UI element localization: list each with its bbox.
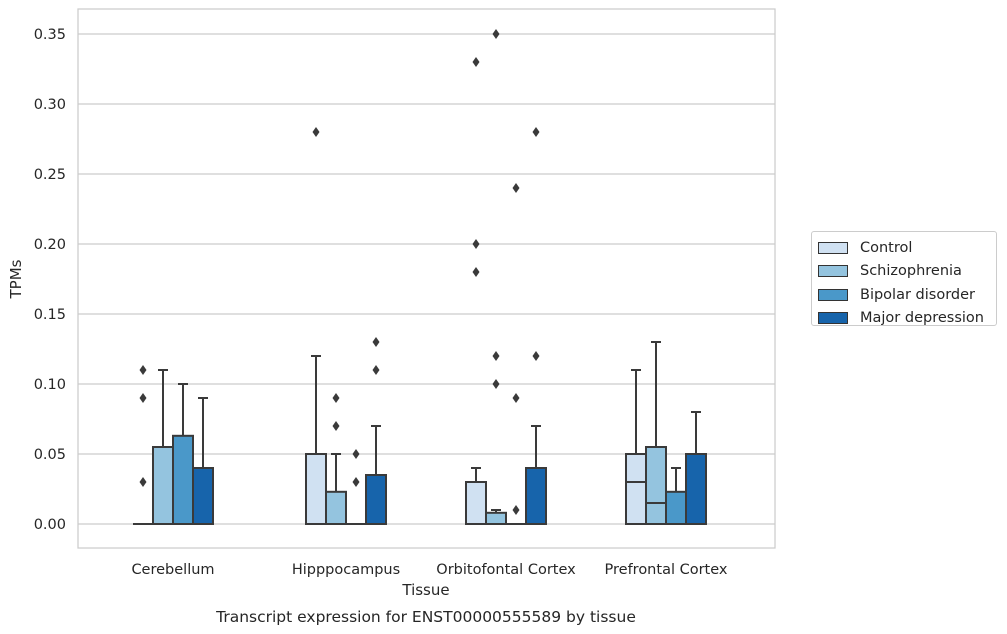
box-iqr — [465, 481, 487, 525]
y-tick-label: 0.30 — [34, 97, 66, 113]
outlier-point — [312, 127, 320, 137]
y-tick-label: 0.15 — [34, 307, 66, 323]
gridlines — [78, 33, 775, 525]
box-iqr — [305, 453, 327, 525]
box-iqr — [625, 453, 647, 525]
legend-label-schizophrenia: Schizophrenia — [860, 263, 962, 280]
x-tick-label: Hipppocampus — [292, 562, 400, 578]
outlier-point — [492, 351, 500, 361]
outlier-point — [332, 393, 340, 403]
outlier-point — [332, 421, 340, 431]
legend: Control Schizophrenia Bipolar disorder M… — [811, 231, 997, 326]
box-iqr — [665, 490, 687, 525]
box-bipolar-disorder — [506, 183, 526, 525]
outlier-point — [492, 29, 500, 39]
box-major-depression — [685, 411, 707, 525]
box-control — [465, 57, 487, 525]
box-major-depression — [365, 337, 387, 525]
legend-swatch-major-depression — [818, 312, 848, 325]
box-control — [305, 127, 327, 525]
x-tick-label: Prefrontal Cortex — [605, 562, 728, 578]
legend-label-control: Control — [860, 239, 913, 256]
box-schizophrenia — [152, 369, 174, 525]
plot-area-frame — [77, 8, 776, 549]
box-iqr — [645, 446, 667, 525]
y-tick-label: 0.00 — [34, 517, 66, 533]
y-tick-label: 0.20 — [34, 237, 66, 253]
box-iqr — [325, 490, 347, 525]
legend-swatch-bipolar-disorder — [818, 288, 848, 301]
legend-item-control: Control — [818, 236, 996, 260]
outlier-point — [139, 365, 147, 375]
y-tick-label: 0.35 — [34, 27, 66, 43]
y-axis-label: TPMs — [7, 259, 25, 299]
legend-item-bipolar-disorder: Bipolar disorder — [818, 283, 996, 307]
outlier-point — [472, 57, 480, 67]
y-tick-label: 0.10 — [34, 377, 66, 393]
outlier-point — [352, 477, 360, 487]
outlier-point — [532, 351, 540, 361]
legend-item-schizophrenia: Schizophrenia — [818, 260, 996, 284]
y-tick-label: 0.05 — [34, 447, 66, 463]
box-bipolar-disorder — [172, 383, 194, 525]
chart-caption: Transcript expression for ENST0000055558… — [215, 608, 636, 626]
x-axis-label: Tissue — [401, 581, 449, 599]
box-iqr — [152, 446, 174, 525]
outlier-point — [372, 337, 380, 347]
outlier-point — [512, 183, 520, 193]
outlier-point — [512, 393, 520, 403]
box-control — [625, 369, 647, 525]
legend-label-bipolar-disorder: Bipolar disorder — [860, 286, 975, 303]
outlier-point — [532, 127, 540, 137]
box-major-depression — [525, 127, 547, 525]
legend-label-major-depression: Major depression — [860, 310, 984, 327]
outlier-point — [512, 505, 520, 515]
box-iqr — [485, 511, 507, 525]
box-control — [133, 365, 153, 525]
box-iqr — [365, 474, 387, 525]
box-bipolar-disorder — [665, 467, 687, 525]
box-bipolar-disorder — [346, 449, 366, 525]
x-tick-labels: Cerebellum Hipppocampus Orbitofontal Corte… — [131, 562, 727, 578]
box-schizophrenia — [485, 29, 507, 525]
y-tick-labels: 0.00 0.05 0.10 0.15 0.20 0.25 0.30 0.35 — [34, 27, 66, 533]
outlier-point — [472, 239, 480, 249]
box-iqr — [525, 467, 547, 525]
box-iqr — [192, 467, 214, 525]
outlier-point — [372, 365, 380, 375]
box-iqr — [685, 453, 707, 525]
legend-item-major-depression: Major depression — [818, 307, 996, 331]
outlier-point — [492, 379, 500, 389]
box-major-depression — [192, 397, 214, 525]
box-series — [133, 29, 707, 525]
box-iqr — [172, 434, 194, 525]
outlier-point — [139, 477, 147, 487]
x-tick-label: Orbitofontal Cortex — [436, 562, 576, 578]
outlier-point — [139, 393, 147, 403]
legend-swatch-control — [818, 241, 848, 254]
box-schizophrenia — [325, 393, 347, 525]
outlier-point — [472, 267, 480, 277]
legend-swatch-schizophrenia — [818, 265, 848, 278]
outlier-point — [352, 449, 360, 459]
y-tick-label: 0.25 — [34, 167, 66, 183]
x-tick-label: Cerebellum — [131, 562, 214, 578]
box-schizophrenia — [645, 341, 667, 525]
